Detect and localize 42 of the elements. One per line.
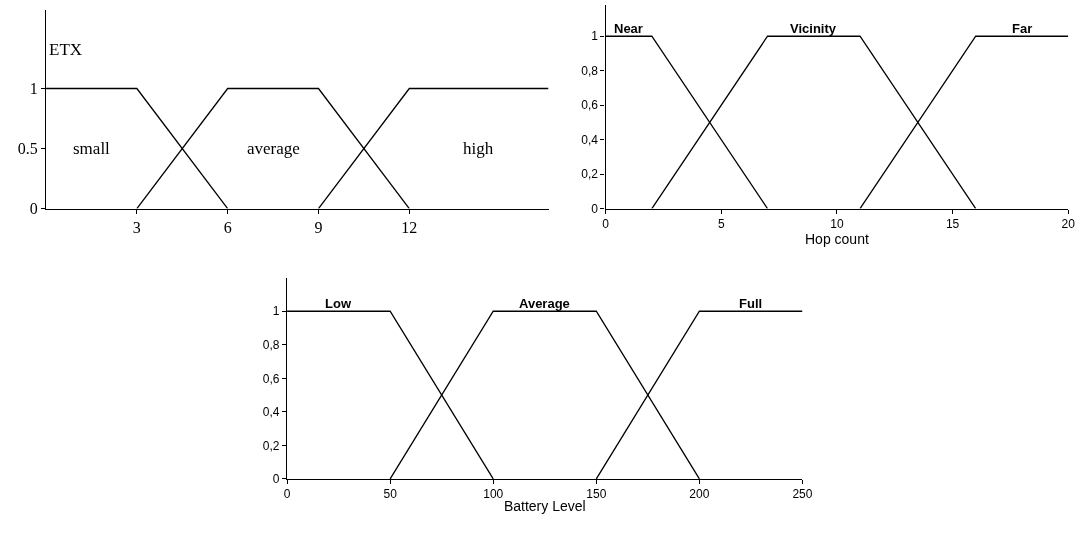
- x-tick-label: 5: [717, 217, 725, 232]
- text: small: [73, 139, 111, 158]
- y-tick-label: 0,4: [262, 405, 280, 420]
- x-axis-title: Hop count: [804, 231, 869, 248]
- y-tick-label: 0,6: [262, 371, 280, 386]
- x-tick-label: 150: [586, 487, 607, 502]
- y-tick-label: 0,4: [581, 132, 599, 147]
- text: high: [463, 139, 494, 158]
- y-tick-label: 0,8: [581, 63, 599, 78]
- x-tick-label: 50: [383, 487, 398, 502]
- x-tick-label: 200: [689, 487, 710, 502]
- series-label: Average: [519, 296, 570, 311]
- x-tick-label: 3: [132, 218, 141, 236]
- y-tick-label: 0,2: [581, 167, 599, 182]
- x-tick-label: 9: [314, 218, 323, 236]
- y-tick-label: 0.5: [17, 140, 38, 158]
- x-tick-label: 15: [945, 217, 960, 232]
- y-tick-label: 0: [272, 472, 280, 487]
- x-tick-label: 20: [1061, 217, 1076, 232]
- y-tick-label: 0: [591, 201, 599, 216]
- y-tick-label: 0,2: [262, 438, 280, 453]
- x-tick-label: 12: [401, 218, 418, 236]
- x-tick-label: 250: [792, 487, 813, 502]
- series-label: Near: [614, 21, 643, 36]
- y-tick-label: 1: [29, 80, 38, 98]
- y-tick-label: 1: [272, 304, 280, 319]
- y-axis-title: ETX: [49, 40, 83, 59]
- x-tick-label: 0: [602, 217, 610, 232]
- y-tick-label: 0,6: [581, 98, 599, 113]
- series-label: Low: [325, 296, 352, 311]
- x-tick-label: 6: [223, 218, 232, 236]
- text: average: [247, 139, 300, 158]
- series-label: Vicinity: [790, 21, 837, 36]
- x-tick-label: 10: [830, 217, 844, 232]
- x-tick-label: 100: [483, 487, 504, 502]
- y-tick-label: 0: [29, 200, 38, 218]
- series-label: Far: [1012, 21, 1033, 36]
- y-tick-label: 1: [591, 29, 599, 44]
- y-tick-label: 0,8: [262, 337, 280, 352]
- x-axis-title: Battery Level: [503, 497, 586, 514]
- x-tick-label: 0: [283, 487, 291, 502]
- series-label: Full: [739, 296, 763, 311]
